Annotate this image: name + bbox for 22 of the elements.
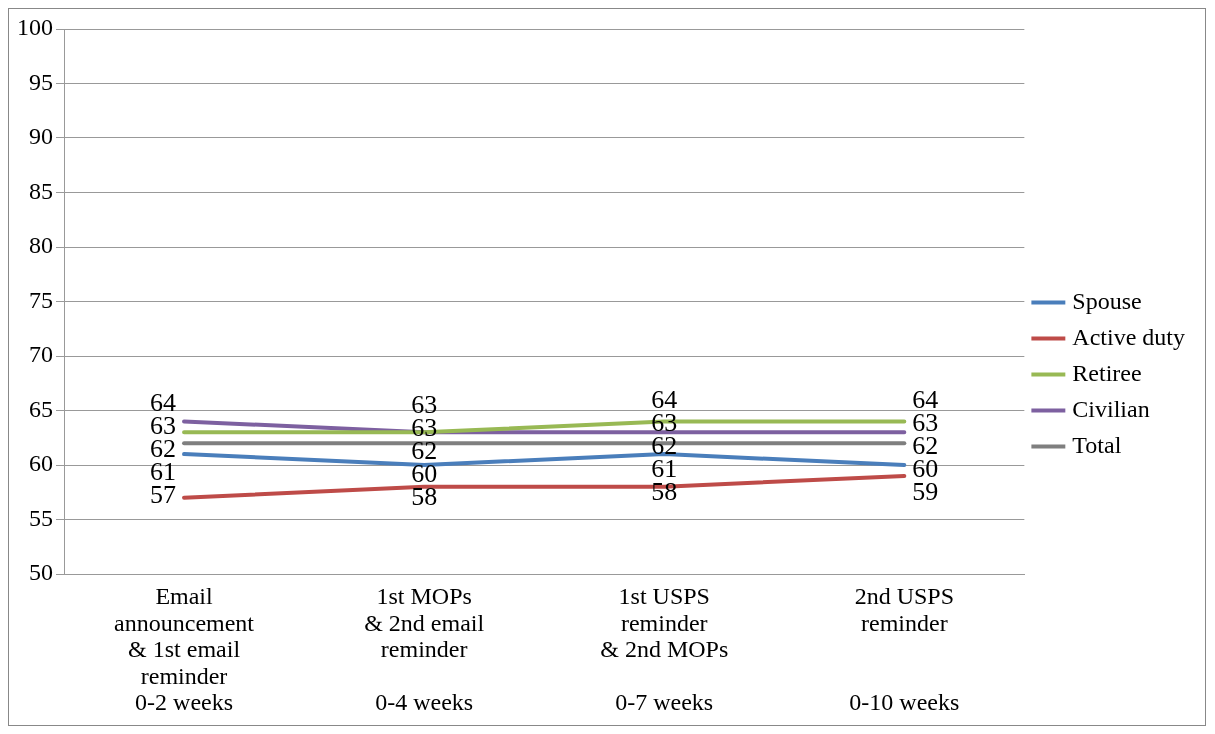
y-tick-label: 90 <box>29 123 53 150</box>
x-tick-label: 1st MOPs & 2nd email reminder 0-4 weeks <box>364 583 485 716</box>
y-tick-label: 55 <box>29 504 53 531</box>
category-label: 2nd USPS reminder 0-10 weeks <box>849 583 960 716</box>
legend-label: Civilian <box>1072 395 1150 422</box>
y-tick-label: 65 <box>29 395 53 422</box>
x-tick-label: Email announcement & 1st email reminder 0-2 weeks <box>114 583 255 716</box>
y-tick-label: 85 <box>29 177 53 204</box>
legend-label: Active duty <box>1072 323 1185 350</box>
data-label: 64 <box>651 385 678 415</box>
y-tick-label: 60 <box>29 450 53 477</box>
y-tick-label: 80 <box>29 232 53 259</box>
x-tick-label: 1st USPS reminder & 2nd MOPs 0-7 weeks <box>600 583 729 716</box>
data-label: 63 <box>411 389 438 419</box>
y-tick-label: 70 <box>29 341 53 368</box>
legend-label: Retiree <box>1072 359 1142 386</box>
y-tick-label: 50 <box>29 559 53 586</box>
y-tick-label: 75 <box>29 286 53 313</box>
y-tick-label: 100 <box>17 14 53 41</box>
y-tick-label: 95 <box>29 68 53 95</box>
legend-label: Total <box>1072 431 1122 458</box>
legend-label: Spouse <box>1072 287 1142 314</box>
